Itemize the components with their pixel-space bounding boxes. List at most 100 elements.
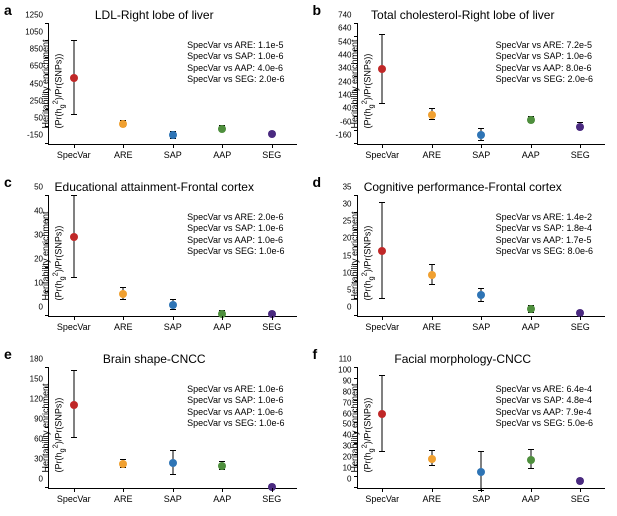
pvalue-line: SpecVar vs SAP: 4.8e-4	[496, 395, 593, 406]
x-tick-label: SpecVar	[365, 494, 399, 504]
pvalue-annotations: SpecVar vs ARE: 1.0e-6SpecVar vs SAP: 1.…	[187, 384, 284, 429]
marker	[477, 291, 485, 299]
x-tick	[173, 316, 174, 320]
y-tick	[354, 195, 358, 196]
error-cap	[379, 451, 385, 452]
x-tick-label: ARE	[422, 494, 441, 504]
y-tick-label: 5	[347, 285, 351, 294]
marker	[119, 460, 127, 468]
pvalue-line: SpecVar vs SEG: 8.0e-6	[496, 246, 593, 257]
y-tick	[45, 243, 49, 244]
y-tick-label: 10	[34, 279, 43, 288]
y-tick-label: 80	[343, 387, 352, 396]
chart-panel-e: eBrain shape-CNCCHeritability enrichment…	[0, 344, 309, 516]
y-tick-label: 180	[30, 355, 43, 364]
x-tick-label: AAP	[522, 322, 540, 332]
chart-panel-f: fFacial morphology-CNCCHeritability enri…	[309, 344, 617, 516]
y-tick	[45, 267, 49, 268]
error-cap	[379, 202, 385, 203]
marker	[428, 455, 436, 463]
y-tick-label: -150	[27, 131, 43, 140]
marker	[576, 123, 584, 131]
x-tick-label: SEG	[262, 494, 281, 504]
x-tick	[382, 316, 383, 320]
x-tick-label: AAP	[522, 494, 540, 504]
x-tick	[580, 144, 581, 148]
marker	[378, 247, 386, 255]
marker	[169, 301, 177, 309]
panel-letter: d	[313, 174, 322, 190]
x-tick-label: SEG	[262, 322, 281, 332]
y-tick	[354, 103, 358, 104]
error-cap	[120, 287, 126, 288]
pvalue-line: SpecVar vs SEG: 5.0e-6	[496, 418, 593, 429]
x-tick	[531, 488, 532, 492]
error-cap	[71, 437, 77, 438]
y-tick-label: 440	[338, 51, 351, 60]
error-cap	[429, 119, 435, 120]
y-tick	[354, 487, 358, 488]
x-tick-label: AAP	[213, 322, 231, 332]
y-tick-label: 35	[343, 183, 352, 192]
x-tick	[432, 144, 433, 148]
error-cap	[71, 40, 77, 41]
y-tick-label: 50	[34, 113, 43, 122]
chart-plot-area: Heritability enrichment(Pr(hg2)/Pr(SNPs)…	[48, 368, 297, 489]
y-tick	[45, 291, 49, 292]
x-tick-label: ARE	[114, 494, 133, 504]
x-tick-label: SpecVar	[365, 150, 399, 160]
y-tick	[45, 23, 49, 24]
y-tick	[354, 36, 358, 37]
marker	[477, 131, 485, 139]
pvalue-annotations: SpecVar vs ARE: 7.2e-5SpecVar vs SAP: 1.…	[496, 40, 593, 85]
x-tick-label: SpecVar	[365, 322, 399, 332]
pvalue-line: SpecVar vs AAP: 4.0e-6	[187, 63, 284, 74]
marker	[70, 233, 78, 241]
y-tick	[354, 315, 358, 316]
pvalue-line: SpecVar vs SEG: 2.0e-6	[496, 74, 593, 85]
y-tick	[354, 411, 358, 412]
pvalue-line: SpecVar vs AAP: 8.0e-6	[496, 63, 593, 74]
y-tick-label: 30	[34, 455, 43, 464]
x-tick-label: SAP	[164, 322, 182, 332]
y-tick	[354, 264, 358, 265]
y-tick-label: 0	[347, 303, 351, 312]
y-tick	[354, 246, 358, 247]
y-tick-label: 540	[338, 37, 351, 46]
y-axis-label: Heritability enrichment(Pr(hg2)/Pr(SNPs)…	[349, 211, 375, 300]
y-tick	[45, 447, 49, 448]
x-tick-label: AAP	[213, 494, 231, 504]
x-tick	[531, 316, 532, 320]
y-tick	[354, 63, 358, 64]
pvalue-line: SpecVar vs AAP: 1.7e-5	[496, 235, 593, 246]
y-tick	[354, 422, 358, 423]
pvalue-line: SpecVar vs ARE: 1.0e-6	[187, 384, 284, 395]
error-cap	[379, 375, 385, 376]
pvalue-line: SpecVar vs SAP: 1.0e-6	[496, 51, 593, 62]
panel-letter: a	[4, 2, 12, 18]
marker	[477, 468, 485, 476]
x-tick-label: ARE	[114, 322, 133, 332]
y-tick-label: 90	[343, 376, 352, 385]
y-tick	[354, 378, 358, 379]
chart-plot-area: Heritability enrichment(Pr(hg2)/Pr(SNPs)…	[357, 24, 606, 145]
chart-title: Facial morphology-CNCC	[315, 352, 612, 366]
y-tick-label: 100	[338, 365, 351, 374]
y-tick	[45, 387, 49, 388]
pvalue-line: SpecVar vs SEG: 1.0e-6	[187, 246, 284, 257]
y-tick-label: 90	[34, 415, 43, 424]
y-tick	[354, 50, 358, 51]
y-tick	[45, 315, 49, 316]
error-cap	[429, 465, 435, 466]
y-tick	[354, 23, 358, 24]
error-cap	[71, 195, 77, 196]
x-tick	[432, 488, 433, 492]
x-tick	[173, 488, 174, 492]
x-tick-label: SEG	[571, 322, 590, 332]
y-tick-label: 120	[30, 395, 43, 404]
y-tick-label: 50	[34, 183, 43, 192]
error-cap	[478, 128, 484, 129]
panel-letter: b	[313, 2, 322, 18]
x-tick	[481, 316, 482, 320]
y-tick	[354, 454, 358, 455]
